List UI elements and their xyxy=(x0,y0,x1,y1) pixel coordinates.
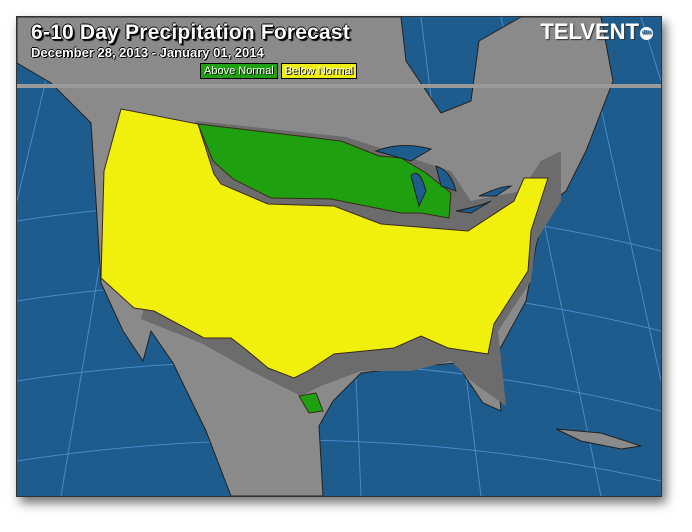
forecast-map-frame: 6-10 Day Precipitation Forecast December… xyxy=(16,16,662,497)
telvent-logo: TELVENT dtn xyxy=(540,19,653,44)
above-normal-region-texas xyxy=(298,392,324,414)
above-normal-region-north xyxy=(197,123,452,219)
legend: Above Normal Below Normal xyxy=(200,63,358,79)
cuba xyxy=(555,428,642,450)
dtn-badge: dtn xyxy=(640,26,653,40)
legend-below-normal: Below Normal xyxy=(280,63,358,79)
great-lakes xyxy=(374,145,513,214)
date-range: December 28, 2013 - January 01, 2014 xyxy=(31,45,264,60)
map-title: 6-10 Day Precipitation Forecast xyxy=(31,21,350,44)
legend-above-normal: Above Normal xyxy=(200,63,278,79)
map-canvas xyxy=(17,17,661,496)
below-normal-region xyxy=(100,108,549,379)
